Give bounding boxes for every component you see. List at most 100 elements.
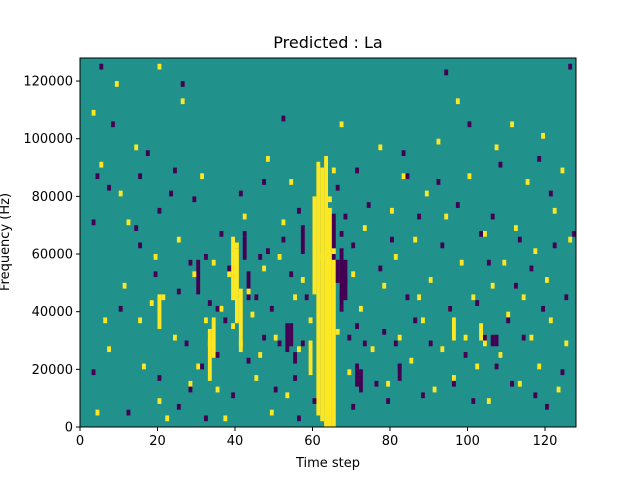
heatmap-cell-low [200,363,205,370]
heatmap-cell-high [564,340,569,347]
heatmap-cell-high [386,380,391,387]
heatmap-band-high [324,156,329,427]
heatmap-cell-high [537,363,542,370]
y-tick-label: 100000 [23,132,73,147]
heatmap-cell-low [304,294,309,301]
x-axis-label: Time step [295,456,360,471]
heatmap-cell-low [479,230,484,237]
heatmap-cell-low [366,202,371,208]
x-axis-ticks: 0 20 40 60 80 100 120 [76,427,557,449]
heatmap-cell-high [370,346,375,353]
heatmap-cell-low [184,340,189,347]
heatmap-band-low [246,271,251,301]
heatmap-cell-low [153,271,158,278]
heatmap-cell-low [91,219,96,226]
heatmap-cell-high [541,132,546,139]
heatmap-cell-low [285,323,290,329]
heatmap-band-high [235,248,239,324]
heatmap-cell-low [355,323,360,329]
heatmap-cell-high [142,363,146,370]
heatmap-cell-low [207,300,212,306]
heatmap-cell-high [510,121,515,128]
heatmap-cell-high [320,254,325,260]
heatmap-cell-low [262,334,267,341]
heatmap-band-high [316,161,321,416]
y-axis-label: Frequency (Hz) [0,193,13,291]
heatmap-cell-low [401,150,406,157]
heatmap-band-low [331,213,336,249]
heatmap-cell-high [529,334,534,341]
heatmap-band-high [452,317,456,341]
heatmap-cell-low [215,352,220,358]
heatmap-cell-low [463,352,468,358]
heatmap-band-high [207,328,212,381]
heatmap-cell-low [157,207,162,214]
heatmap-cell-low [444,69,449,76]
heatmap-cell-low [529,265,534,272]
heatmap-cell-low [517,236,522,243]
heatmap-cell-high [227,271,232,278]
y-tick-label: 20000 [32,363,73,378]
heatmap-cell-low [107,184,112,191]
heatmap-cell-low [362,340,367,347]
heatmap-cell-high [114,81,119,87]
heatmap-cell-high [95,409,100,416]
heatmap-cell-low [490,213,495,220]
heatmap-cells [91,63,577,427]
heatmap-cell-high [219,305,224,312]
heatmap-cell-high [149,300,154,306]
heatmap-cell-high [200,173,205,180]
heatmap-cell-high [401,173,406,180]
heatmap-cell-high [126,219,131,226]
heatmap-cell-low [180,81,185,87]
heatmap-cell-high [359,305,363,312]
heatmap-cell-low [506,317,511,324]
heatmap-band-low [196,259,201,295]
heatmap-cell-low [91,369,96,376]
heatmap-cell-low [111,121,115,128]
heatmap-cell-low [231,392,236,399]
x-tick-label: 80 [382,434,399,449]
y-tick-label: 80000 [32,190,73,205]
heatmap-cell-high [390,207,394,214]
heatmap-cell-low [351,242,356,249]
heatmap-cell-high [192,271,197,278]
heatmap-band-low [355,363,360,387]
heatmap-cell-high [269,409,274,416]
heatmap-cell-low [134,225,139,231]
heatmap-cell-high [273,334,278,341]
heatmap-cell-high [297,346,301,353]
x-tick-label: 40 [227,434,244,449]
heatmap-cell-low [242,230,247,237]
heatmap-cell-high [490,282,495,289]
heatmap-cell-low [238,190,243,197]
heatmap-cell-low [572,230,577,237]
heatmap-cell-high [238,340,243,347]
heatmap-cell-high [463,334,468,341]
heatmap-cell-high [188,380,193,387]
heatmap-cell-high [161,294,166,301]
x-tick-label: 0 [76,434,84,449]
heatmap-cell-low [188,259,193,266]
heatmap-cell-high [165,415,170,422]
heatmap-cell-low [537,156,542,162]
heatmap-cell-high [328,196,332,203]
heatmap-cell-low [204,254,208,260]
heatmap-cell-low [157,375,162,381]
heatmap-cell-high [207,340,212,347]
heatmap-cell-low [521,334,526,341]
heatmap-cell-high [281,219,286,226]
heatmap-cell-low [568,63,573,70]
heatmap-cell-high [138,317,143,324]
heatmap-cell-low [405,173,410,180]
heatmap-cell-low [552,242,557,249]
heatmap-cell-high [157,398,162,404]
heatmap-cell-high [99,161,104,168]
heatmap-cell-high [204,317,208,324]
heatmap-cell-low [347,334,352,341]
heatmap-cell-low [343,277,348,283]
heatmap-band-low [289,323,294,347]
heatmap-cell-low [339,294,344,301]
x-tick-label: 60 [304,434,321,449]
